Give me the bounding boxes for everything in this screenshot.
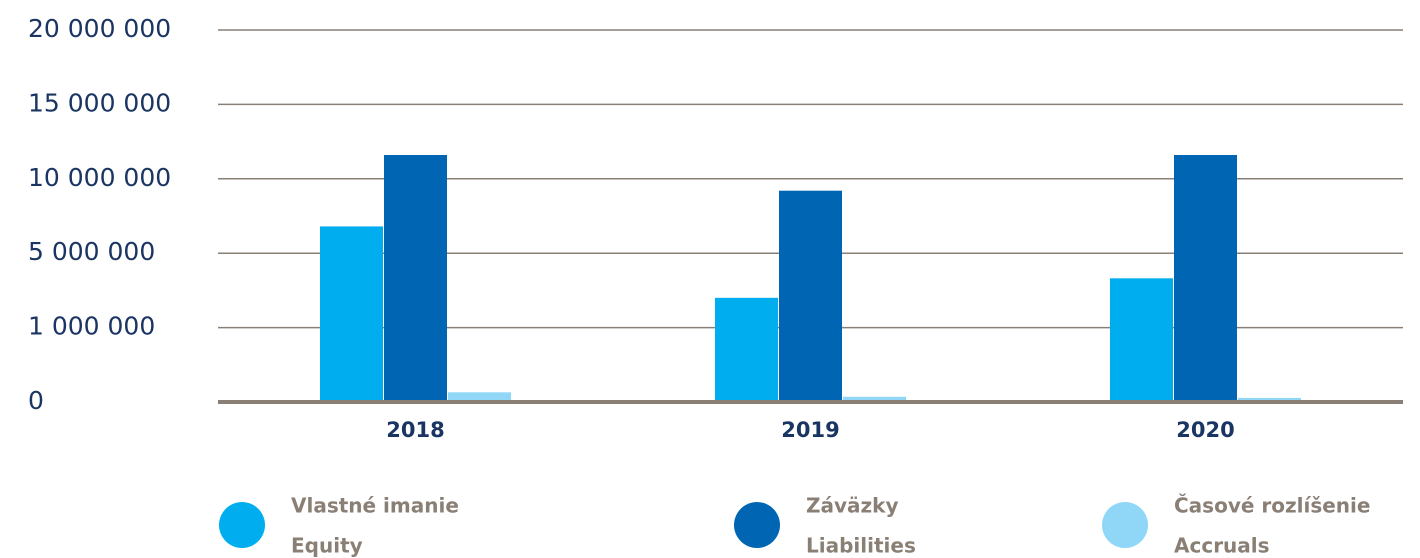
bar (779, 190, 842, 402)
bar (384, 154, 447, 402)
x-tick-label: 2020 (1176, 418, 1234, 442)
bar (1174, 154, 1237, 402)
y-tick-label: 5 000 000 (28, 237, 155, 266)
legend-label: Záväzky (806, 494, 899, 518)
bar (1238, 397, 1301, 402)
x-tick-label: 2018 (386, 418, 444, 442)
legend-label: Vlastné imanie (291, 494, 459, 518)
y-tick-label: 10 000 000 (28, 163, 171, 192)
legend-sublabel: Equity (291, 534, 363, 558)
y-tick-label: 20 000 000 (28, 14, 171, 43)
legend-swatch (1102, 502, 1148, 548)
x-tick-label: 2019 (781, 418, 839, 442)
y-tick-label: 1 000 000 (28, 312, 155, 341)
legend-sublabel: Liabilities (806, 534, 916, 558)
legend-sublabel: Accruals (1174, 534, 1270, 558)
legend-swatch (219, 502, 265, 548)
legend-label: Časové rozlíšenie (1174, 494, 1370, 518)
legend-swatch (734, 502, 780, 548)
bar (1110, 278, 1173, 402)
bar (320, 226, 383, 402)
bar (843, 396, 906, 402)
y-tick-label: 15 000 000 (28, 88, 171, 117)
bar (715, 297, 778, 402)
bar (448, 392, 511, 402)
y-tick-label: 0 (28, 386, 44, 415)
